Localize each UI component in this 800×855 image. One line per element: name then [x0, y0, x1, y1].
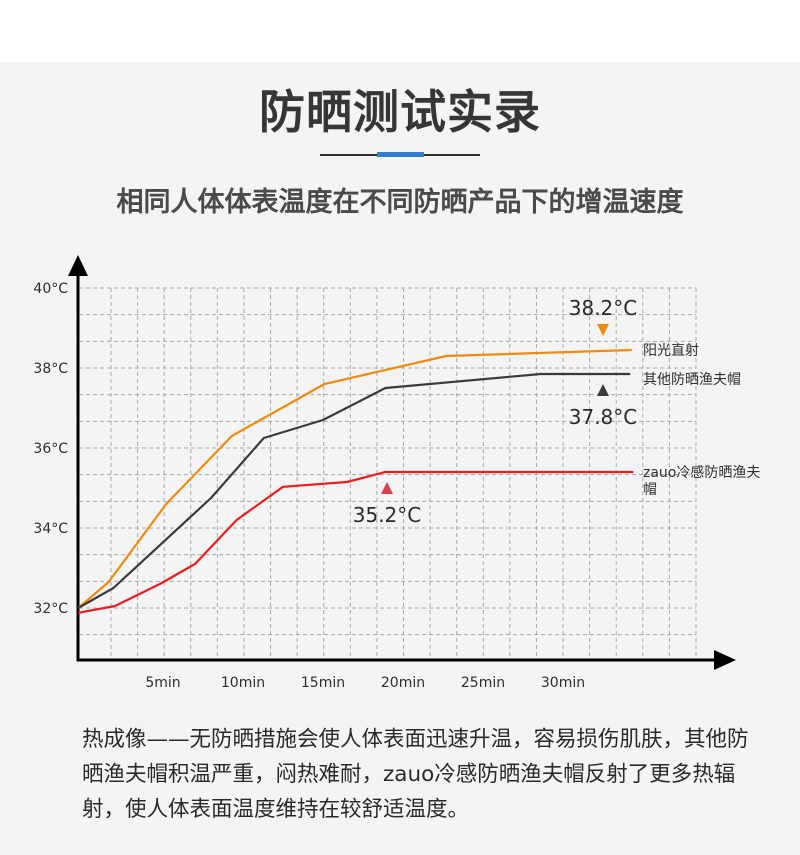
annotation-value-sun: 38.2°C: [569, 296, 638, 320]
thermal-imaging-caption: 热成像——无防晒措施会使人体表面迅速升温，容易损伤肌肤，其他防晒渔夫帽积温严重，…: [82, 727, 749, 822]
legend-label-sun: 阳光直射: [643, 342, 699, 359]
chart-grid: [79, 287, 697, 660]
series-line-zauo-hat: [78, 470, 634, 614]
temperature-line-chart: 32°C 34°C 36°C 38°C 40°C 5min 10min 15min 20min…: [33, 255, 760, 691]
x-tick-label: 5min: [145, 675, 180, 691]
y-tick-label: 32°C: [33, 601, 68, 617]
y-tick-labels: 32°C 34°C 36°C 38°C 40°C: [33, 281, 68, 617]
x-tick-label: 25min: [461, 675, 505, 691]
title-divider-accent: [377, 152, 424, 157]
chart-series: [77, 348, 634, 614]
series-line-other-hat: [77, 372, 631, 609]
down-triangle-icon-sun: [597, 324, 609, 336]
top-white-band: [0, 0, 800, 62]
page-title: 防晒测试实录: [259, 85, 541, 139]
x-axis-arrow-icon: [714, 650, 736, 670]
x-tick-labels: 5min 10min 15min 20min 25min 30min: [145, 675, 585, 691]
legend-label-zauo-hat: zauo冷感防晒渔夫帽: [643, 464, 760, 498]
series-line-sun: [77, 348, 632, 609]
chart-annotations: 38.2°C 37.8°C 35.2°C: [353, 296, 638, 527]
y-tick-label: 38°C: [33, 361, 68, 377]
x-tick-label: 30min: [541, 675, 585, 691]
legend-label-other-hat: 其他防晒渔夫帽: [643, 372, 741, 388]
up-triangle-icon-other-hat: [597, 384, 609, 396]
x-tick-label: 20min: [381, 675, 425, 691]
x-tick-label: 15min: [301, 675, 345, 691]
y-axis-arrow-icon: [68, 255, 88, 276]
x-tick-label: 10min: [221, 675, 265, 691]
y-tick-label: 34°C: [33, 521, 68, 537]
chart-subtitle: 相同人体体表温度在不同防晒产品下的增温速度: [116, 187, 684, 218]
annotation-value-other-hat: 37.8°C: [569, 405, 638, 429]
up-triangle-icon-zauo-hat: [381, 482, 393, 494]
y-tick-label: 36°C: [33, 441, 68, 457]
y-tick-label: 40°C: [33, 281, 68, 297]
annotation-value-zauo-hat: 35.2°C: [353, 503, 422, 527]
chart-axes: [68, 255, 736, 670]
